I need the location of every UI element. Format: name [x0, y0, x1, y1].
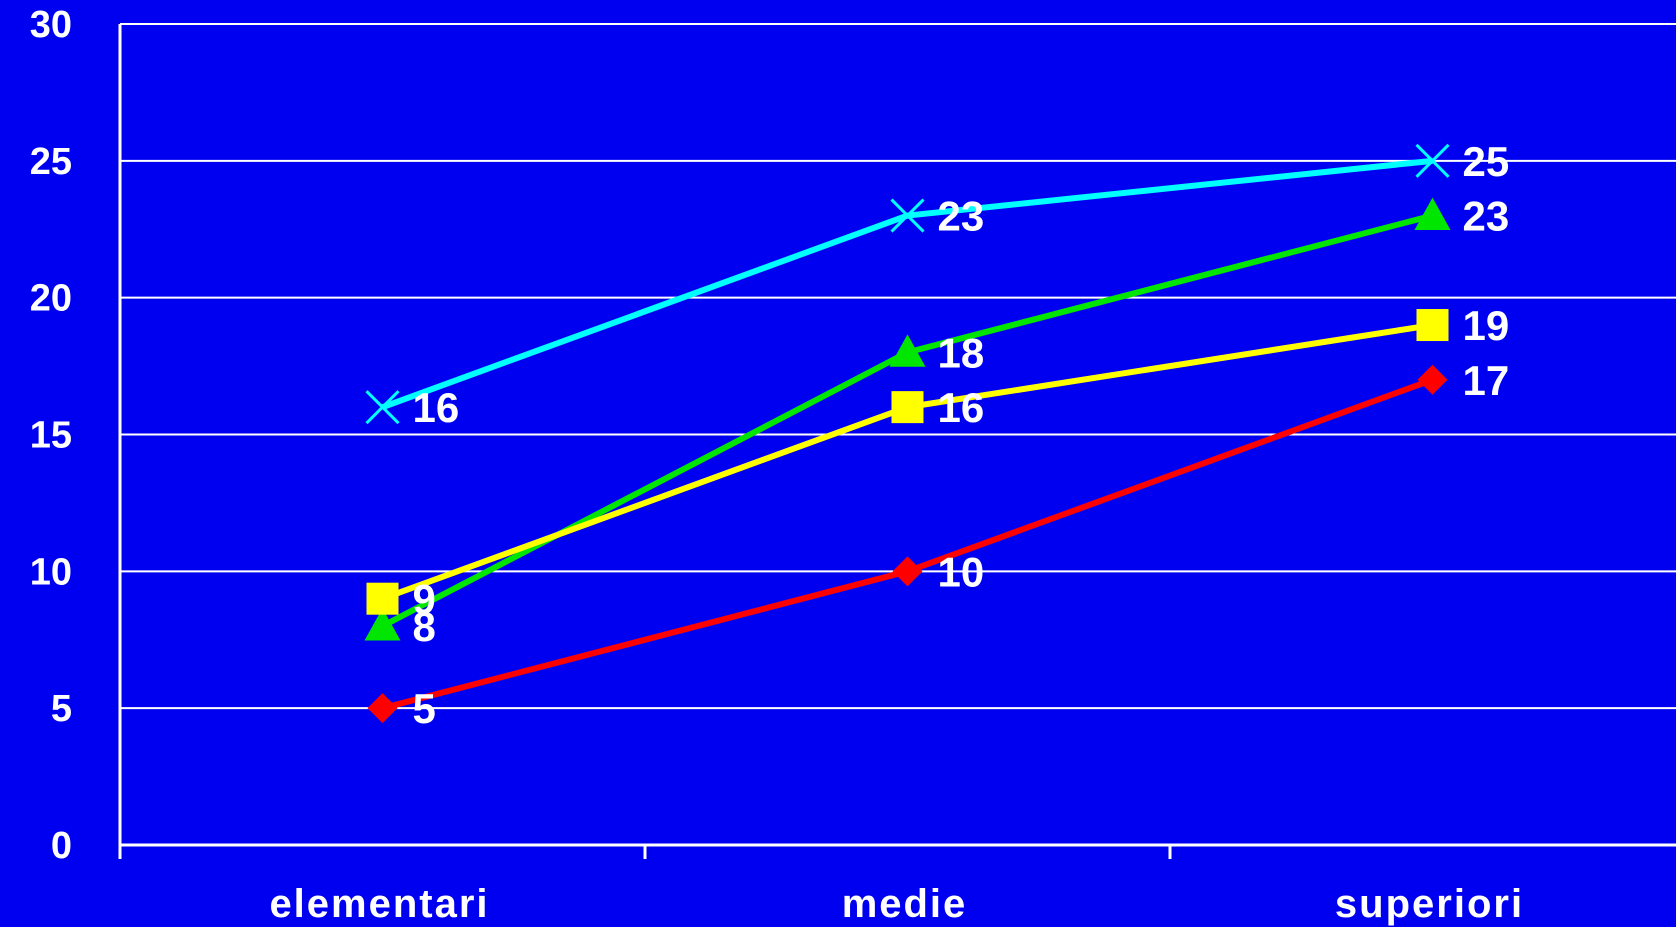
data-label: 16: [413, 384, 460, 431]
data-label: 23: [938, 193, 985, 240]
y-tick-label: 15: [30, 415, 72, 457]
data-label: 25: [1463, 138, 1510, 185]
data-point: [889, 334, 926, 367]
x-axis-tick-labels: elementari medie superiori: [269, 882, 1524, 926]
data-label: 19: [1463, 302, 1510, 349]
data-point: [890, 198, 925, 233]
y-tick-label: 25: [30, 141, 72, 183]
y-axis-tick-labels: 0 5 10 15 20 25 30: [30, 4, 72, 867]
data-label: 5: [413, 685, 436, 732]
data-label: 16: [938, 384, 985, 431]
x-tick-label: superiori: [1335, 882, 1524, 926]
data-point: [1414, 197, 1451, 230]
y-tick-label: 20: [30, 278, 72, 320]
data-label: 18: [938, 329, 985, 376]
x-tick-label: medie: [842, 882, 968, 926]
gridlines: [120, 23, 1676, 710]
data-label: 8: [413, 603, 436, 650]
data-point: [1416, 309, 1449, 342]
marker-stroke: [1415, 143, 1450, 178]
data-labels: 16 23 25 8 18 23 9 16 19 5 10 17: [413, 138, 1510, 732]
data-label: 17: [1463, 357, 1510, 404]
data-point: [892, 556, 923, 587]
axes: [118, 24, 1676, 859]
y-tick-label: 30: [30, 4, 72, 46]
data-point: [365, 390, 400, 425]
y-tick-label: 5: [51, 688, 72, 730]
data-point: [1415, 143, 1450, 178]
data-label: 9: [413, 576, 436, 623]
data-point: [366, 582, 399, 615]
x-tick-label: elementari: [269, 882, 489, 926]
marker-stroke: [890, 198, 925, 233]
data-point: [367, 693, 398, 724]
marker-stroke: [365, 390, 400, 425]
y-tick-label: 10: [30, 551, 72, 593]
data-point: [364, 608, 401, 641]
series-markers: [364, 143, 1451, 724]
data-point: [1417, 364, 1448, 395]
data-label: 10: [938, 548, 985, 595]
data-label: 23: [1463, 193, 1510, 240]
y-tick-label: 0: [51, 825, 72, 867]
data-point: [891, 391, 924, 424]
